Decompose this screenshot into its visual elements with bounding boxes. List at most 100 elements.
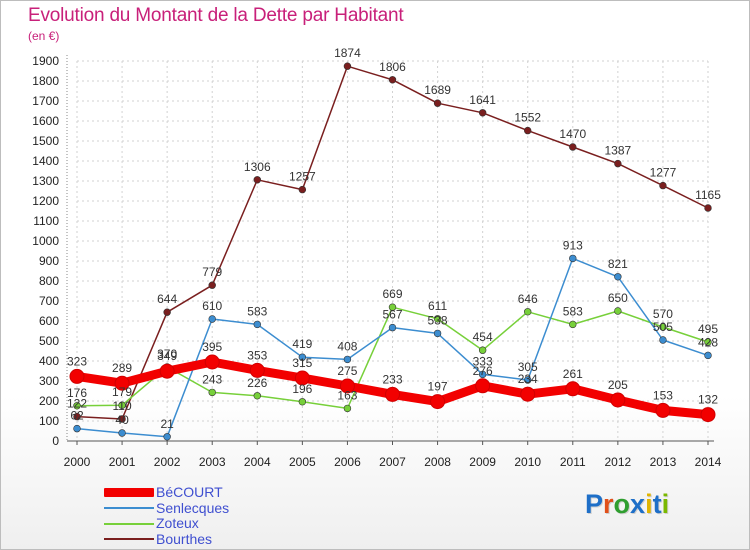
data-point-bourthes [478, 109, 487, 117]
logo-letter: t [652, 489, 662, 519]
y-tick-label: 600 [39, 314, 59, 328]
data-point-senlecques [569, 254, 577, 263]
y-tick-label: 1700 [32, 94, 59, 108]
x-tick-label: 2006 [334, 455, 361, 469]
data-point-senlecques [478, 370, 487, 379]
legend-item-bourthes: Bourthes [104, 531, 229, 548]
data-point-bourthes [298, 185, 307, 194]
chart-unit-label: (en €) [28, 29, 60, 43]
x-tick-label: 2004 [244, 455, 271, 469]
y-tick-label: 1600 [32, 114, 59, 128]
x-tick-label: 2014 [695, 455, 722, 469]
data-point-bcourt [700, 407, 716, 423]
data-label-bcourt: 275 [337, 364, 357, 378]
logo-letter: i [661, 489, 670, 519]
legend-label-becourt: BéCOURT [156, 484, 223, 501]
chart-legend: BéCOURT Senlecques Zoteux Bourthes [104, 485, 229, 547]
data-point-bcourt [385, 386, 400, 402]
data-label-bourthes: 1306 [244, 160, 271, 174]
data-point-bourthes [569, 143, 577, 151]
data-point-bcourt [430, 394, 446, 410]
data-label-senlecques: 408 [337, 339, 357, 353]
legend-label-zoteux: Zoteux [156, 515, 199, 532]
x-tick-label: 2003 [199, 455, 226, 469]
data-point-senlecques [659, 336, 667, 344]
data-label-zoteux: 570 [653, 307, 673, 321]
data-label-bourthes: 1641 [469, 93, 496, 107]
data-point-bourthes [118, 415, 126, 423]
x-tick-label: 2012 [605, 455, 632, 469]
data-label-senlecques: 821 [608, 257, 628, 271]
data-label-senlecques: 567 [382, 308, 402, 322]
y-tick-label: 1100 [33, 214, 59, 228]
y-tick-label: 1400 [32, 154, 59, 168]
logo-letter: P [585, 489, 604, 519]
chart-title: Evolution du Montant de la Dette par Hab… [28, 5, 404, 26]
data-label-bourthes: 1552 [514, 111, 541, 125]
legend-label-senlecques: Senlecques [156, 499, 230, 516]
x-tick-label: 2002 [154, 455, 181, 469]
data-label-bourthes: 1806 [379, 60, 406, 74]
data-point-bourthes [73, 412, 81, 421]
data-point-bcourt [565, 381, 581, 397]
y-tick-label: 1000 [32, 234, 59, 248]
data-point-zoteux [614, 307, 622, 315]
data-point-senlecques [163, 433, 171, 441]
y-tick-label: 100 [39, 414, 59, 428]
x-tick-label: 2009 [469, 455, 496, 469]
data-label-senlecques: 40 [115, 413, 129, 427]
data-label-bcourt: 153 [653, 388, 673, 402]
data-point-zoteux [569, 320, 577, 329]
data-label-zoteux: 646 [518, 292, 538, 306]
data-point-zoteux [253, 392, 261, 400]
logo-letter: i [645, 489, 653, 519]
data-label-bcourt: 132 [698, 393, 718, 407]
data-point-zoteux [388, 303, 397, 311]
y-tick-label: 1300 [32, 174, 59, 188]
data-point-senlecques [614, 273, 622, 281]
data-label-zoteux: 495 [698, 322, 718, 336]
x-tick-label: 2000 [64, 455, 91, 469]
data-point-zoteux [208, 388, 216, 397]
data-label-zoteux: 583 [563, 304, 583, 318]
data-label-zoteux: 669 [382, 287, 402, 301]
data-label-senlecques: 538 [428, 313, 448, 327]
data-point-bcourt [69, 368, 85, 384]
data-point-bcourt [204, 354, 220, 370]
data-point-zoteux [73, 402, 81, 410]
data-point-bcourt [610, 392, 626, 408]
legend-item-becourt: BéCOURT [104, 485, 229, 501]
data-label-senlecques: 21 [160, 417, 174, 431]
legend-item-senlecques: Senlecques [104, 499, 230, 517]
data-label-bcourt: 315 [292, 356, 312, 370]
data-point-bcourt [520, 386, 536, 402]
data-label-bcourt: 233 [382, 372, 402, 386]
data-label-zoteux: 226 [247, 376, 267, 390]
x-tick-label: 2013 [650, 455, 677, 469]
y-tick-label: 400 [39, 354, 59, 368]
x-tick-label: 2001 [109, 455, 136, 469]
data-label-senlecques: 419 [292, 337, 312, 351]
data-point-bourthes [163, 308, 171, 316]
y-tick-label: 200 [39, 394, 59, 408]
data-label-bcourt: 234 [518, 372, 538, 386]
data-point-senlecques [118, 429, 126, 437]
data-label-zoteux: 650 [608, 291, 628, 305]
data-label-zoteux: 196 [292, 382, 312, 396]
data-label-zoteux: 163 [337, 388, 357, 402]
data-label-senlecques: 333 [473, 354, 493, 368]
y-tick-label: 1900 [32, 54, 59, 68]
data-point-bourthes [208, 281, 216, 289]
data-label-bcourt: 197 [428, 380, 448, 394]
data-label-bourthes: 122 [67, 397, 87, 411]
y-tick-label: 900 [39, 254, 59, 268]
y-tick-label: 500 [39, 334, 59, 348]
data-point-bcourt [294, 370, 310, 386]
data-label-bcourt: 261 [563, 367, 583, 381]
x-tick-label: 2010 [514, 455, 541, 469]
data-label-bourthes: 1165 [695, 188, 721, 202]
data-point-zoteux [433, 315, 442, 323]
data-label-bourthes: 1874 [334, 46, 361, 60]
data-label-bourthes: 1689 [424, 83, 451, 97]
